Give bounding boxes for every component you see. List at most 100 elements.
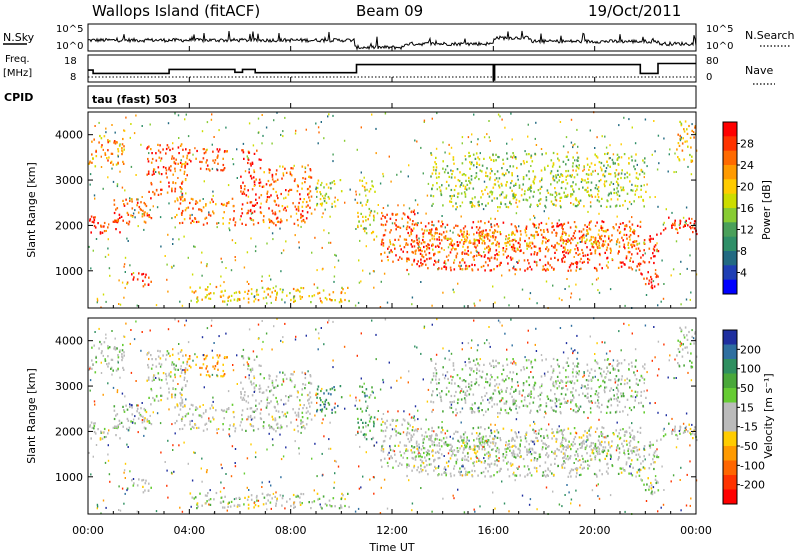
power-cell — [91, 220, 94, 223]
power-cell — [506, 256, 508, 259]
power-cell — [617, 266, 620, 269]
velocity-cell — [524, 437, 527, 440]
power-cell — [643, 239, 646, 242]
velocity-cell — [241, 428, 243, 431]
velocity-cell — [559, 442, 562, 445]
power-cell — [167, 233, 169, 236]
power-cell — [292, 202, 294, 205]
velocity-cell — [466, 442, 469, 445]
velocity-cell — [618, 362, 620, 365]
velocity-cell — [219, 501, 222, 504]
power-cell — [412, 251, 414, 254]
power-cell — [260, 194, 263, 197]
velocity-cell — [406, 431, 409, 434]
velocity-cell — [325, 389, 328, 392]
power-cell — [213, 161, 216, 164]
velocity-cell — [484, 439, 487, 442]
power-cell — [181, 213, 183, 216]
power-cell — [628, 266, 630, 269]
power-cell — [422, 241, 425, 244]
power-cell — [365, 182, 368, 185]
power-cell — [543, 166, 546, 169]
velocity-cell — [567, 458, 570, 461]
velocity-cell — [253, 416, 256, 419]
power-cell — [333, 280, 335, 283]
velocity-cell — [181, 393, 183, 397]
velocity-cell — [319, 397, 321, 400]
velocity-cell — [389, 447, 391, 450]
power-cell — [628, 173, 631, 176]
power-cell — [369, 223, 371, 226]
power-cell — [555, 174, 557, 177]
velocity-cell — [485, 435, 487, 438]
velocity-cell — [287, 399, 290, 402]
power-cell — [121, 143, 124, 146]
velocity-cell — [453, 432, 455, 435]
velocity-cell — [289, 377, 292, 380]
power-cell — [265, 126, 268, 129]
velocity-cell — [415, 440, 418, 443]
power-cell — [299, 197, 302, 201]
power-cell — [234, 242, 237, 244]
power-cell — [466, 232, 468, 235]
velocity-cell — [460, 445, 463, 448]
velocity-cell — [554, 457, 556, 460]
velocity-cell — [217, 368, 219, 371]
power-cell — [476, 161, 478, 164]
power-cell — [234, 256, 236, 258]
velocity-cell — [103, 427, 106, 431]
velocity-cell — [216, 428, 218, 431]
power-cell — [268, 226, 270, 229]
power-cell — [592, 236, 594, 239]
velocity-cell — [305, 406, 308, 410]
velocity-cell — [391, 418, 394, 421]
power-cell — [525, 153, 528, 156]
velocity-cell — [271, 379, 274, 382]
power-cell — [255, 245, 257, 248]
power-cell — [247, 212, 249, 215]
velocity-cell — [427, 473, 429, 476]
power-cell — [558, 165, 561, 168]
power-cell — [675, 240, 678, 243]
power-cell — [438, 186, 441, 189]
power-cell — [673, 171, 675, 174]
power-cell — [262, 185, 265, 188]
power-cell — [390, 180, 392, 183]
velocity-cell — [682, 343, 684, 346]
velocity-cell — [586, 439, 588, 442]
velocity-cell — [274, 419, 277, 422]
velocity-cell — [510, 439, 513, 442]
power-cell — [89, 183, 91, 186]
power-cell — [194, 290, 197, 293]
power-cell — [482, 232, 484, 235]
velocity-cell — [320, 410, 323, 413]
power-cell — [297, 209, 300, 212]
velocity-cell — [517, 447, 520, 451]
power-cell — [478, 163, 481, 166]
power-cell — [475, 226, 478, 229]
power-cell — [265, 183, 268, 186]
power-cell — [199, 167, 202, 170]
power-cell — [589, 205, 592, 208]
power-cell — [276, 291, 278, 294]
velocity-cell — [520, 439, 522, 442]
velocity-cell — [250, 494, 253, 497]
velocity-cell — [529, 447, 531, 450]
power-cell — [510, 203, 512, 206]
power-cell — [501, 191, 504, 194]
velocity-cell — [498, 451, 500, 454]
power-cell — [303, 198, 305, 201]
power-cell — [321, 195, 324, 198]
power-cell — [286, 219, 288, 222]
power-cell — [184, 178, 187, 182]
power-cell — [642, 254, 644, 257]
power-cell — [268, 274, 271, 277]
power-cell — [431, 234, 433, 237]
velocity-cell — [540, 435, 542, 438]
power-cell — [143, 228, 145, 231]
velocity-cell — [406, 466, 408, 469]
power-cell — [692, 231, 694, 234]
colorbar-swatch — [723, 236, 737, 252]
power-cell — [547, 268, 549, 271]
power-cell — [515, 156, 517, 159]
